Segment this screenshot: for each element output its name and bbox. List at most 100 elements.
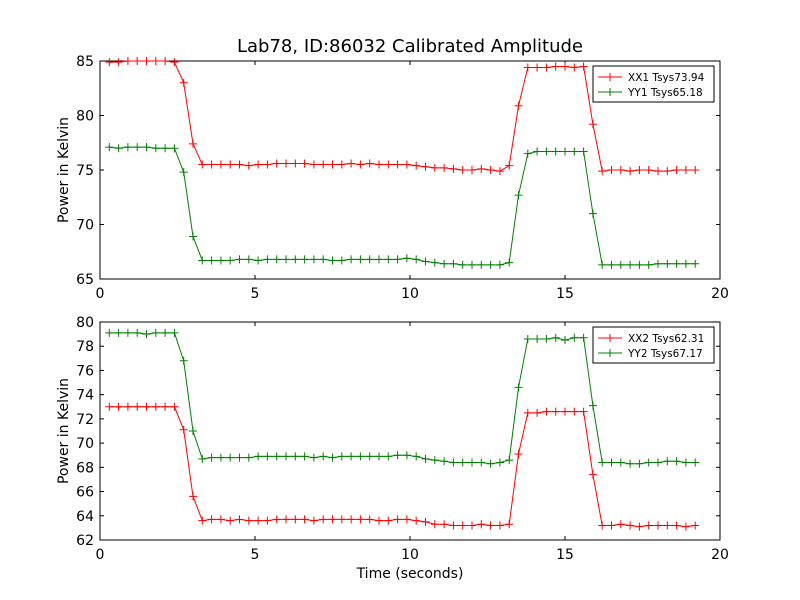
data-point — [654, 458, 662, 467]
data-point — [309, 516, 318, 525]
data-point — [244, 453, 253, 462]
data-point — [514, 101, 523, 110]
data-point — [607, 166, 616, 174]
data-point — [412, 452, 421, 461]
data-point — [207, 256, 216, 265]
data-point — [300, 255, 309, 264]
data-point — [486, 459, 495, 468]
data-point — [123, 143, 132, 152]
data-point — [105, 402, 114, 411]
y-tick-label: 74 — [76, 388, 94, 404]
data-point — [542, 334, 551, 343]
data-point — [207, 453, 216, 462]
data-point — [365, 452, 374, 461]
data-point — [644, 260, 653, 269]
data-point — [347, 515, 356, 524]
data-point — [272, 255, 281, 264]
data-point — [561, 336, 569, 345]
data-point — [151, 402, 160, 411]
data-point — [207, 515, 216, 524]
data-point — [347, 452, 356, 461]
data-point — [402, 515, 411, 524]
bottom-panel: 0 5 10 15 20 62 64 66 68 70 72 74 76 78 80 Power in Kel… — [56, 315, 729, 563]
data-point — [282, 255, 290, 264]
data-point — [523, 334, 532, 343]
data-point — [672, 521, 681, 530]
data-point — [616, 520, 625, 529]
data-point — [393, 255, 402, 264]
data-point — [691, 166, 700, 174]
x-tick-label: 10 — [401, 547, 419, 563]
data-point — [244, 255, 253, 264]
data-point — [635, 459, 644, 468]
data-point — [412, 516, 421, 525]
data-point — [375, 255, 383, 264]
data-point — [505, 161, 514, 170]
legend-marker — [606, 88, 614, 96]
data-point — [523, 63, 532, 72]
data-point — [691, 458, 700, 467]
data-point — [161, 57, 170, 65]
data-point — [523, 408, 532, 417]
data-point — [533, 63, 542, 72]
data-point — [440, 520, 449, 529]
data-point — [579, 407, 588, 416]
data-point — [309, 160, 318, 169]
data-point — [551, 407, 560, 416]
data-point — [588, 470, 597, 479]
data-point — [468, 458, 476, 467]
data-point — [393, 515, 402, 524]
data-point — [142, 57, 151, 65]
x-tick-label: 5 — [251, 286, 260, 302]
data-point — [151, 144, 160, 153]
data-point — [300, 452, 309, 461]
data-point — [495, 521, 504, 530]
data-point — [263, 160, 272, 169]
data-point — [654, 521, 662, 530]
data-point — [449, 458, 458, 467]
data-point — [365, 159, 374, 168]
data-point — [412, 255, 421, 264]
data-point — [533, 147, 542, 156]
data-point — [691, 259, 700, 268]
x-tick-label: 20 — [711, 547, 729, 563]
data-point — [430, 456, 439, 465]
y-tick-label: 80 — [76, 109, 94, 125]
data-point — [468, 166, 476, 174]
figure-title: Lab78, ID:86032 Calibrated Amplitude — [237, 36, 583, 57]
data-point — [347, 159, 356, 168]
x-tick-label: 5 — [251, 547, 260, 563]
data-point — [375, 452, 383, 461]
data-point — [226, 453, 235, 462]
data-point — [198, 160, 207, 169]
data-point — [105, 58, 114, 67]
data-point — [468, 260, 476, 269]
legend-marker — [606, 73, 614, 81]
data-point — [114, 402, 123, 411]
data-point — [133, 328, 142, 337]
data-point — [514, 450, 523, 459]
data-point — [672, 457, 681, 466]
data-point — [579, 333, 588, 342]
legend-marker — [606, 334, 614, 342]
data-point — [672, 166, 681, 174]
data-point — [505, 520, 514, 529]
legend-entry: YY1 Tsys65.18 — [627, 87, 703, 99]
data-point — [644, 166, 653, 174]
data-point — [161, 328, 170, 337]
data-point — [505, 258, 514, 267]
data-point — [337, 160, 346, 169]
data-point — [672, 259, 681, 268]
data-point — [681, 166, 690, 174]
data-point — [533, 408, 542, 417]
data-point — [551, 333, 560, 342]
y-tick-label: 80 — [76, 315, 94, 331]
data-point — [189, 492, 197, 501]
data-point — [337, 256, 346, 265]
data-point — [430, 163, 439, 172]
data-point — [226, 160, 235, 169]
x-tick-label: 15 — [556, 286, 574, 302]
data-point — [319, 452, 328, 461]
data-point — [328, 160, 337, 169]
